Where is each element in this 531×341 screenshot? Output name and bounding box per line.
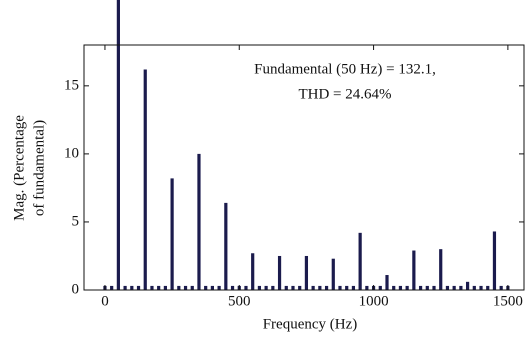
bar (479, 285, 483, 290)
x-axis-label: Frequency (Hz) (263, 316, 358, 332)
x-tick-label: 500 (228, 293, 251, 309)
y-axis-label: Mag. (Percentage (11, 115, 27, 221)
bar (452, 285, 456, 290)
bar (136, 285, 141, 290)
bar (439, 249, 443, 290)
bar (425, 285, 429, 290)
bar (264, 285, 268, 290)
bar (465, 281, 470, 290)
bar (217, 285, 221, 290)
bar (345, 285, 349, 290)
bar (412, 250, 416, 290)
bar (338, 285, 342, 290)
bar (445, 285, 450, 290)
bar (298, 285, 302, 290)
bar (472, 285, 476, 290)
bar (277, 255, 282, 290)
y-tick-label: 5 (72, 213, 80, 229)
bar (244, 285, 248, 290)
y-tick-label: 0 (72, 281, 80, 297)
bar (130, 285, 134, 290)
bar (331, 258, 335, 290)
bar (459, 285, 463, 290)
bar (358, 232, 362, 290)
bar (284, 285, 288, 290)
bar (351, 285, 356, 290)
bar (123, 285, 127, 290)
bar (311, 285, 315, 290)
axes-frame (83, 44, 525, 291)
bar (257, 285, 262, 290)
x-tick-label: 0 (101, 293, 109, 309)
bar (318, 285, 322, 290)
bar (224, 202, 228, 290)
bar (365, 285, 369, 290)
bar (170, 178, 174, 290)
y-axis-label: of fundamental) (31, 120, 47, 216)
y-tick-label: 10 (64, 145, 79, 161)
bar (116, 0, 120, 290)
bar (398, 285, 403, 290)
bar (486, 285, 490, 290)
bar (210, 285, 215, 290)
bar (110, 285, 114, 290)
bar (291, 285, 295, 290)
bar (230, 285, 235, 290)
bar (385, 275, 389, 290)
bar (378, 285, 382, 290)
bar (150, 285, 154, 290)
bar (324, 285, 329, 290)
bar (163, 285, 167, 290)
bar (271, 285, 275, 290)
annotation: Fundamental (50 Hz) = 132.1, (254, 61, 436, 77)
bar (392, 285, 396, 290)
bar (143, 69, 147, 290)
bar (304, 255, 309, 290)
bar (499, 285, 503, 290)
y-tick-label: 15 (64, 77, 79, 93)
bar (432, 285, 436, 290)
bar (204, 285, 208, 290)
x-tick-label: 1500 (493, 293, 523, 309)
bar (418, 285, 423, 290)
bar (183, 285, 188, 290)
bar (492, 231, 497, 290)
x-tick-label: 1000 (359, 293, 389, 309)
bar (157, 285, 161, 290)
bar (405, 285, 409, 290)
bar (251, 253, 255, 290)
bar (177, 285, 181, 290)
bar (190, 285, 194, 290)
annotation: THD = 24.64% (298, 86, 391, 102)
bar (197, 153, 201, 290)
